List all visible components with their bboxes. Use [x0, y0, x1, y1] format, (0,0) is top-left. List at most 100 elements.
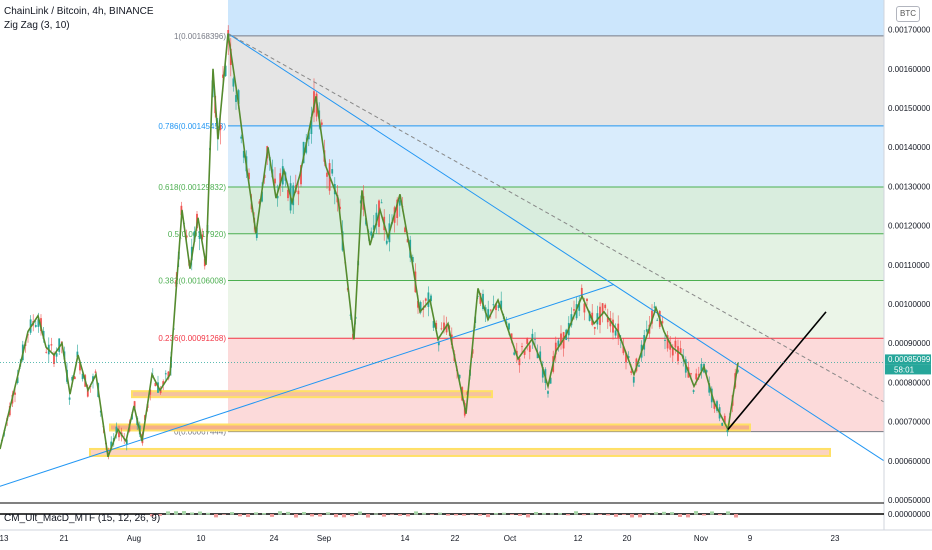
candle-body — [593, 326, 596, 329]
candle-body — [185, 235, 188, 238]
candle-body — [583, 303, 586, 313]
fib-level-label: 0(0.00067444) — [174, 428, 226, 437]
macd-bar — [238, 514, 242, 517]
macd-bar — [166, 511, 170, 515]
macd-bar — [374, 513, 378, 515]
macd-bar — [462, 514, 466, 516]
macd-bar — [734, 514, 738, 518]
macd-bar — [718, 514, 722, 516]
macd-bar — [726, 511, 730, 515]
candle-body — [326, 172, 328, 177]
fib-level-label: 0.382(0.00106008) — [158, 276, 226, 285]
candle-body — [713, 401, 716, 409]
candle-body — [661, 321, 664, 324]
candle-body — [224, 65, 227, 77]
y-tick-label: 0.00120000 — [888, 222, 931, 231]
macd-bar — [446, 514, 450, 516]
candle-body — [674, 340, 677, 348]
macd-bar — [414, 511, 418, 515]
candle-body — [133, 401, 136, 409]
candle-body — [601, 303, 604, 315]
fib-zone-3 — [228, 187, 884, 234]
macd-bar — [358, 511, 362, 515]
y-tick-label: 0.00110000 — [888, 261, 930, 270]
candle-body — [534, 339, 536, 340]
macd-bar — [294, 514, 298, 518]
candle-body — [79, 362, 81, 371]
candle-body — [690, 373, 692, 375]
macd-bar — [278, 511, 282, 515]
candle-body — [398, 200, 401, 206]
macd-bar — [638, 514, 642, 518]
candle-body — [625, 353, 627, 363]
candle-body — [510, 333, 513, 339]
ascending-trendline[interactable] — [0, 283, 615, 487]
candle-body — [528, 345, 531, 352]
candle-body — [671, 348, 674, 356]
candle-body — [445, 324, 448, 333]
macd-bar — [590, 512, 594, 515]
projection-line[interactable] — [727, 311, 827, 430]
candle-body — [242, 150, 245, 158]
fib-zone-1 — [228, 35, 884, 126]
support-band-upper — [131, 390, 493, 399]
indicator-label: Zig Zag (3, 10) — [4, 20, 70, 31]
descending-trendline[interactable] — [227, 33, 885, 462]
candle-body — [645, 329, 648, 332]
candle-body — [526, 338, 529, 344]
y-tick-label: 0.00090000 — [888, 339, 931, 348]
macd-bar — [526, 514, 530, 518]
candle-body — [549, 377, 552, 384]
macd-bar — [686, 514, 690, 518]
macd-bar — [670, 512, 674, 515]
candle-body — [118, 431, 120, 438]
candle-body — [71, 376, 74, 381]
macd-bar — [558, 512, 562, 515]
macd-bar — [630, 514, 634, 518]
macd-bar — [390, 514, 394, 515]
candle-body — [380, 202, 383, 204]
y-tick-label: 0.00170000 — [888, 26, 931, 35]
candle-body — [432, 321, 435, 328]
candle-body — [34, 325, 37, 327]
candle-body — [497, 305, 500, 308]
x-tick-label: Oct — [504, 534, 517, 543]
fib-level-label: 0.786(0.00145453) — [158, 122, 226, 131]
candle-body — [232, 78, 235, 87]
fib-level-label: 1(0.00168396) — [174, 32, 226, 41]
macd-bar — [646, 514, 650, 515]
fib-zone-5 — [228, 280, 884, 339]
macd-bar — [622, 514, 626, 515]
macd-bar — [454, 514, 458, 516]
candle-body — [16, 377, 19, 384]
price-axis-bg — [884, 0, 932, 550]
x-tick-label: 12 — [574, 534, 583, 543]
candle-body — [430, 295, 432, 302]
candle-body — [81, 373, 84, 380]
macd-bar — [222, 514, 226, 515]
candle-body — [638, 365, 640, 367]
candle-body — [372, 225, 375, 230]
candle-body — [237, 90, 240, 104]
candle-body — [508, 323, 510, 330]
macd-bar — [566, 514, 570, 516]
currency-badge[interactable]: BTC — [896, 6, 920, 22]
macd-bar — [422, 512, 426, 515]
current-price-tag — [885, 354, 931, 365]
macd-bar — [710, 511, 714, 515]
y-tick-label: 0.00070000 — [888, 418, 931, 427]
macd-bar — [326, 512, 330, 515]
x-tick-label: 21 — [60, 534, 69, 543]
macd-bar — [574, 511, 578, 515]
candle-body — [588, 311, 591, 321]
y-tick-label: 0.00050000 — [888, 496, 931, 505]
y-tick-label: 0.00080000 — [888, 378, 931, 387]
candle-body — [536, 352, 539, 359]
macd-bar — [518, 514, 522, 516]
macd-bar — [198, 511, 202, 515]
macd-bar — [310, 514, 314, 517]
candle-body — [627, 356, 630, 359]
candle-body — [240, 136, 243, 139]
macd-bar — [582, 514, 586, 516]
